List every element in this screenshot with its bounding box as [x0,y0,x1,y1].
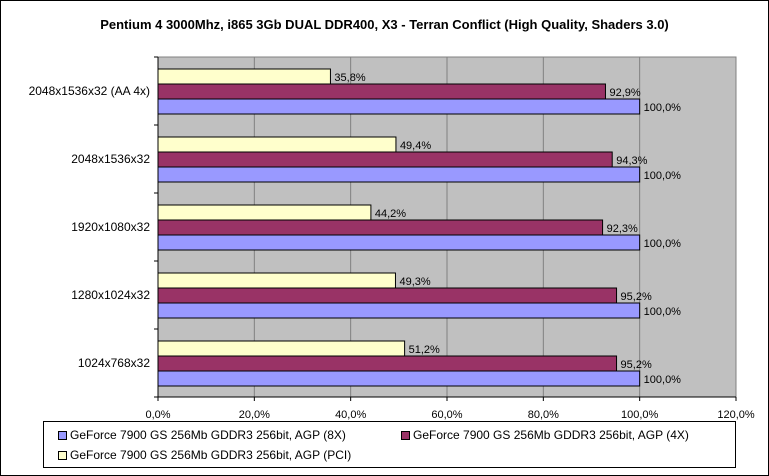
category-label: 2048x1536x32 (AA 4x) [29,84,150,98]
x-tick-label: 40,0% [335,409,366,421]
data-label: 49,3% [399,276,430,288]
bar [157,234,641,251]
bar [157,136,397,153]
legend-swatch [58,430,67,440]
legend-label: GeForce 7900 GS 256Mb GDDR3 256bit, AGP … [70,448,352,462]
data-label: 92,3% [607,223,638,235]
data-label: 95,2% [621,291,652,303]
data-label: 95,2% [621,359,652,371]
x-tick-label: 0,0% [145,409,170,421]
data-label: 100,0% [644,306,682,318]
data-label: 49,4% [400,140,431,152]
bar [157,204,372,221]
data-label: 100,0% [644,170,682,182]
legend-item-agp-4x: GeForce 7900 GS 256Mb GDDR3 256bit, AGP … [401,428,689,442]
bar [157,219,604,236]
bar [157,68,331,85]
legend-label: GeForce 7900 GS 256Mb GDDR3 256bit, AGP … [70,428,346,442]
bar [157,302,641,319]
data-label: 100,0% [644,374,682,386]
data-label: 100,0% [644,238,682,250]
legend-item-agp-pci: GeForce 7900 GS 256Mb GDDR3 256bit, AGP … [58,448,351,462]
chart-title: Pentium 4 3000Mhz, i865 3Gb DUAL DDR400,… [100,17,669,32]
bar [157,98,641,115]
legend-swatch [401,430,410,440]
x-tick-label: 20,0% [239,409,270,421]
bar [157,370,641,387]
bar [157,287,618,304]
data-label: 44,2% [375,208,406,220]
x-tick-label: 80,0% [528,409,559,421]
x-tick-label: 60,0% [431,409,462,421]
legend: GeForce 7900 GS 256Mb GDDR3 256bit, AGP … [43,421,736,468]
category-label: 2048x1536x32 [71,152,150,166]
data-label: 100,0% [644,102,682,114]
data-label: 35,8% [334,72,365,84]
data-label: 94,3% [616,155,647,167]
bar [157,83,606,100]
bar [157,340,406,357]
legend-label: GeForce 7900 GS 256Mb GDDR3 256bit, AGP … [413,428,689,442]
bar [157,355,618,372]
category-label: 1280x1024x32 [71,288,150,302]
bar [157,272,396,289]
legend-item-agp-8x: GeForce 7900 GS 256Mb GDDR3 256bit, AGP … [58,428,346,442]
legend-swatch [58,450,67,460]
category-label: 1024x768x32 [78,356,150,370]
x-tick-label: 120,0% [717,409,755,421]
bar [157,151,613,168]
bar [157,166,641,183]
category-label: 1920x1080x32 [71,220,150,234]
data-label: 92,9% [609,87,640,99]
x-tick-label: 100,0% [621,409,659,421]
data-label: 51,2% [409,344,440,356]
